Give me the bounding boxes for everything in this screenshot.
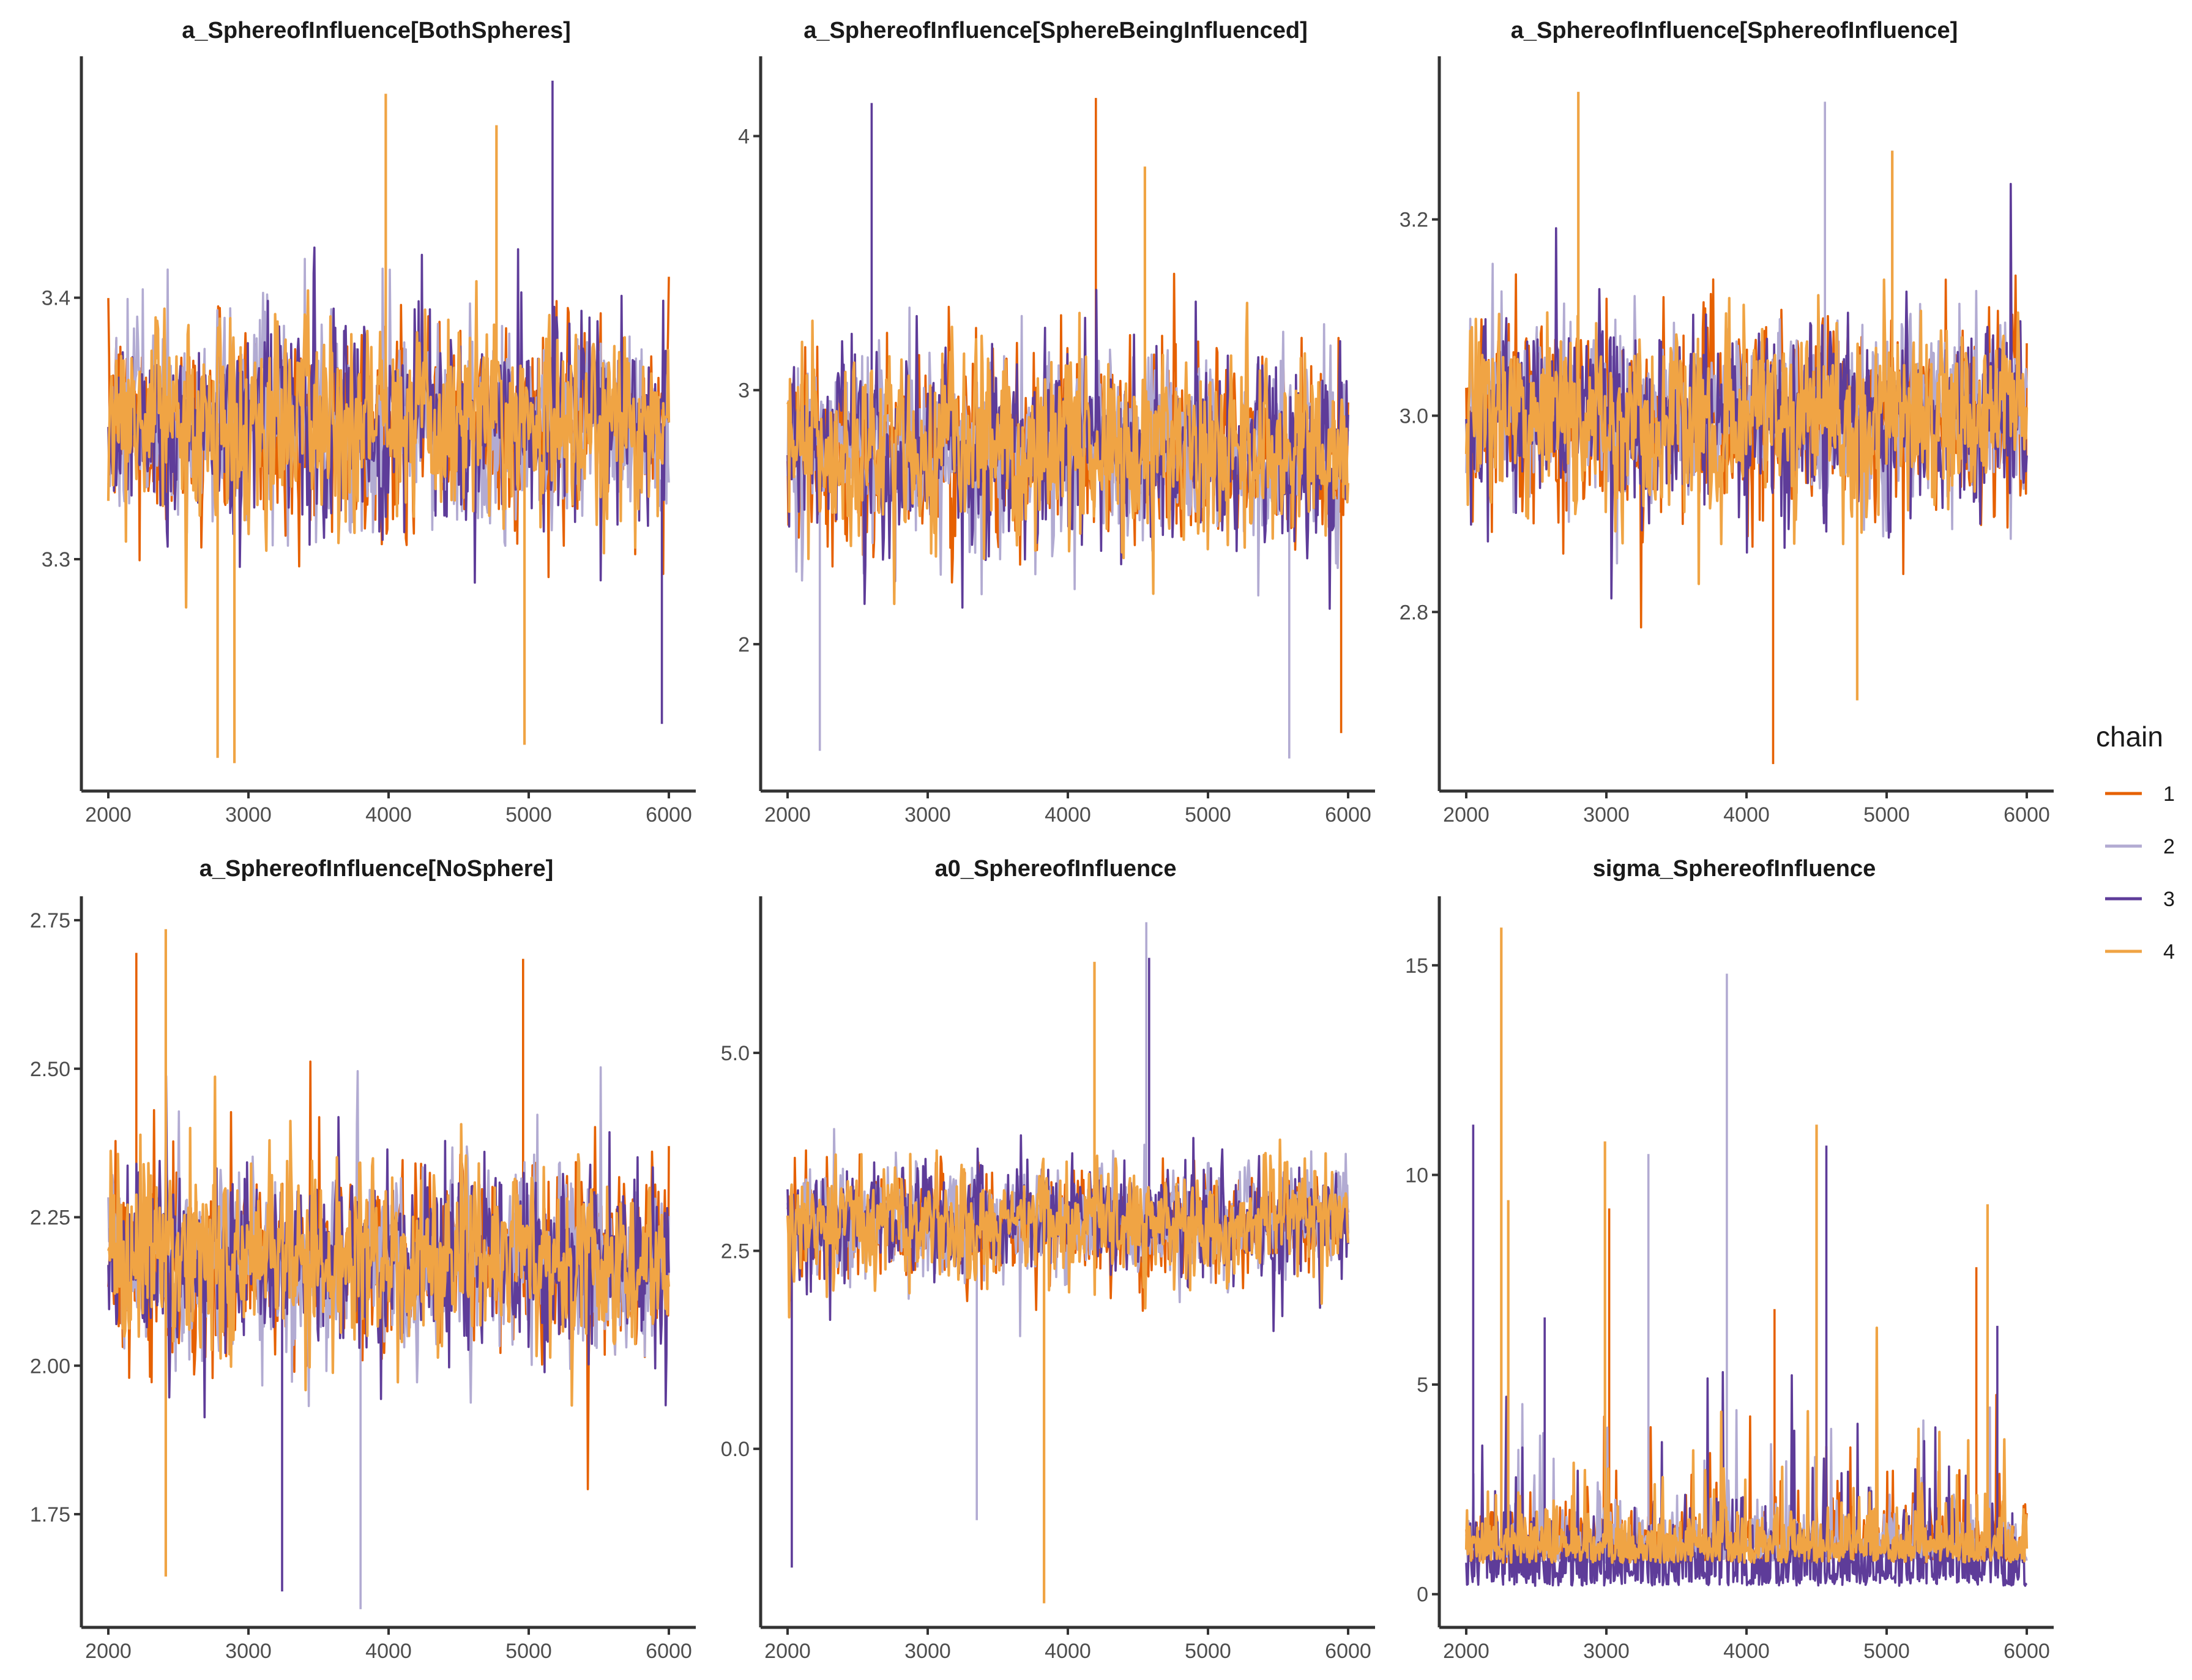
x-tick-label: 3000 xyxy=(225,1640,272,1663)
trace-chain-2 xyxy=(1465,973,2028,1564)
x-tick-label: 2000 xyxy=(764,803,811,827)
y-tick-label: 2.8 xyxy=(1400,601,1428,624)
x-tick-label: 2000 xyxy=(1443,803,1489,827)
y-tick-label: 3.2 xyxy=(1400,209,1428,232)
x-tick-label: 3000 xyxy=(1583,1640,1630,1663)
trace-panel-2: a_SphereofInfluence[SphereBeingInfluence… xyxy=(738,18,1375,827)
y-tick-label: 2.50 xyxy=(30,1058,70,1081)
x-tick-label: 4000 xyxy=(1045,1640,1091,1663)
trace-chain-4 xyxy=(106,929,671,1577)
legend: chain 1 2 3 4 xyxy=(2096,721,2175,964)
x-tick-label: 2000 xyxy=(764,1640,811,1663)
trace-panel-6: sigma_SphereofInfluence 0 5 10 15 2000 3000 400… xyxy=(1405,856,2054,1663)
x-tick-label: 3000 xyxy=(1583,803,1630,827)
trace-chain-4 xyxy=(786,962,1350,1604)
y-tick-label: 2.5 xyxy=(721,1240,750,1263)
y-tick-label: 2.25 xyxy=(30,1206,70,1230)
trace-panel-4: a_SphereofInfluence[NoSphere] 1.75 2.00 2.2… xyxy=(30,856,696,1663)
panel-title: a_SphereofInfluence[NoSphere] xyxy=(199,856,554,882)
y-tick-label: 0.0 xyxy=(721,1438,750,1461)
legend-label-chain-4: 4 xyxy=(2163,940,2175,964)
x-tick-label: 6000 xyxy=(646,803,692,827)
trace-chain-4 xyxy=(786,166,1350,606)
trace-chain-4 xyxy=(1464,927,2029,1564)
x-tick-label: 2000 xyxy=(85,1640,132,1663)
x-tick-label: 5000 xyxy=(505,803,552,827)
legend-label-chain-1: 1 xyxy=(2163,782,2175,806)
x-tick-label: 6000 xyxy=(2004,1640,2050,1663)
x-tick-label: 5000 xyxy=(1863,1640,1910,1663)
y-tick-label: 5 xyxy=(1417,1373,1428,1397)
trace-panel-3: a_SphereofInfluence[SphereofInfluence] 2.… xyxy=(1400,18,2054,827)
panel-title: a_SphereofInfluence[BothSpheres] xyxy=(182,18,571,43)
y-tick-label: 5.0 xyxy=(721,1042,750,1065)
x-tick-label: 4000 xyxy=(365,803,412,827)
trace-chain-4 xyxy=(1464,92,2029,701)
x-tick-label: 4000 xyxy=(1723,1640,1770,1663)
y-tick-label: 3.3 xyxy=(42,548,70,571)
x-tick-label: 5000 xyxy=(1863,803,1910,827)
x-tick-label: 6000 xyxy=(2004,803,2050,827)
trace-chain-3 xyxy=(1465,1124,2028,1587)
y-tick-label: 3.0 xyxy=(1400,404,1428,428)
x-tick-label: 6000 xyxy=(1325,1640,1371,1663)
x-tick-label: 2000 xyxy=(1443,1640,1489,1663)
y-tick-label: 0 xyxy=(1417,1583,1428,1607)
panel-title: sigma_SphereofInfluence xyxy=(1593,856,1876,882)
y-tick-label: 3.4 xyxy=(42,287,70,310)
x-tick-label: 5000 xyxy=(1185,1640,1231,1663)
x-tick-label: 4000 xyxy=(1045,803,1091,827)
y-tick-label: 2.75 xyxy=(30,909,70,932)
x-tick-label: 3000 xyxy=(225,803,272,827)
y-tick-label: 10 xyxy=(1405,1164,1428,1187)
x-tick-label: 6000 xyxy=(646,1640,692,1663)
legend-title: chain xyxy=(2096,721,2163,753)
legend-label-chain-3: 3 xyxy=(2163,888,2175,911)
panel-title: a0_SphereofInfluence xyxy=(935,856,1177,882)
x-tick-label: 6000 xyxy=(1325,803,1371,827)
x-tick-label: 5000 xyxy=(1185,803,1231,827)
y-tick-label: 1.75 xyxy=(30,1503,70,1526)
x-tick-label: 4000 xyxy=(1723,803,1770,827)
x-tick-label: 2000 xyxy=(85,803,132,827)
y-tick-label: 3 xyxy=(738,379,750,403)
x-tick-label: 4000 xyxy=(365,1640,412,1663)
trace-chain-4 xyxy=(106,94,671,764)
y-tick-label: 15 xyxy=(1405,954,1428,978)
panel-title: a_SphereofInfluence[SphereofInfluence] xyxy=(1511,18,1958,43)
trace-panel-1: a_SphereofInfluence[BothSpheres] 3.3 3.4 20… xyxy=(42,18,696,827)
y-tick-label: 2.00 xyxy=(30,1355,70,1378)
x-tick-label: 5000 xyxy=(505,1640,552,1663)
trace-panel-5: a0_SphereofInfluence 0.0 2.5 5.0 2000 3000 400… xyxy=(721,856,1375,1663)
y-tick-label: 4 xyxy=(738,125,750,148)
legend-label-chain-2: 2 xyxy=(2163,835,2175,858)
y-tick-label: 2 xyxy=(738,633,750,656)
panel-title: a_SphereofInfluence[SphereBeingInfluence… xyxy=(803,18,1307,43)
x-tick-label: 3000 xyxy=(904,1640,951,1663)
x-tick-label: 3000 xyxy=(904,803,951,827)
